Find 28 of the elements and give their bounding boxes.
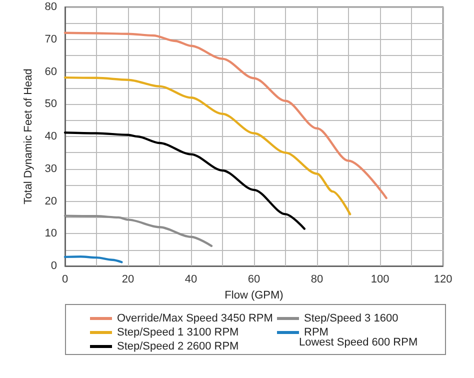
text: Lowest Speed 600 RPM xyxy=(299,336,418,348)
x-tick-label: 40 xyxy=(184,274,198,286)
x-tick-label: 0 xyxy=(62,274,68,286)
x-tick-label: 120 xyxy=(434,274,452,286)
y-tick-label: 0 xyxy=(50,260,57,272)
x-tick-label: 100 xyxy=(370,274,390,286)
legend-label: Step/Speed 1 3100 RPM xyxy=(117,326,239,338)
y-tick-label: 50 xyxy=(44,98,57,110)
x-tick-label: 60 xyxy=(248,274,260,286)
y-tick-label: 40 xyxy=(44,130,57,142)
y-tick-label: 80 xyxy=(44,1,57,13)
x-axis-title: Flow (GPM) xyxy=(224,289,284,302)
x-tick-label: 20 xyxy=(122,274,134,286)
line-series xyxy=(64,214,213,248)
y-tick-label: 10 xyxy=(44,228,57,240)
legend-label: RPM xyxy=(304,326,328,338)
line-series xyxy=(64,132,306,230)
y-tick-label: 60 xyxy=(44,66,57,78)
line-series xyxy=(64,32,388,200)
y-tick-label: 70 xyxy=(44,33,57,46)
y-axis-title: Total Dynamic Feet of Head xyxy=(22,68,34,204)
legend-label: Step/Speed 2 2600 RPM xyxy=(117,340,239,352)
y-tick-label: 30 xyxy=(44,162,57,175)
x-tick-label: 80 xyxy=(310,274,324,286)
line-series xyxy=(64,76,352,216)
legend-label: Override/Max Speed 3450 RPM xyxy=(117,312,273,324)
y-tick-label: 20 xyxy=(44,195,57,208)
legend-label: Step/Speed 3 1600 xyxy=(304,312,398,324)
